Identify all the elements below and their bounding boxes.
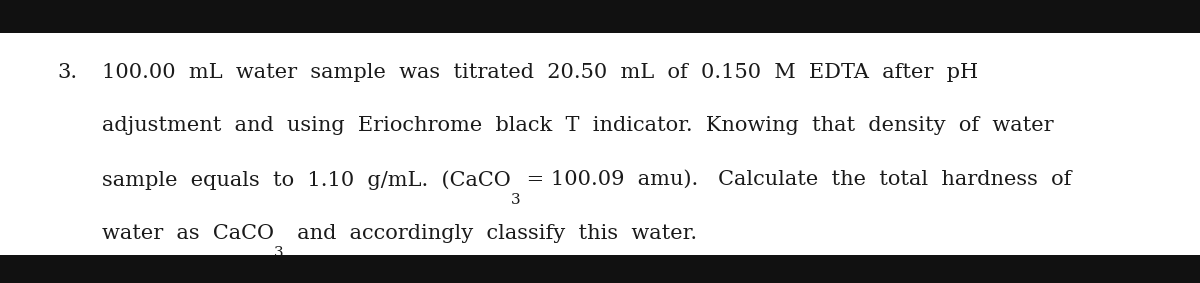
Text: 3: 3: [511, 192, 521, 207]
Text: water  as  CaCO: water as CaCO: [102, 224, 274, 243]
Text: and  accordingly  classify  this  water.: and accordingly classify this water.: [283, 224, 697, 243]
Text: sample  equals  to  1.10  g/mL.  (CaCO: sample equals to 1.10 g/mL. (CaCO: [102, 170, 511, 190]
Text: = 100.09  amu).   Calculate  the  total  hardness  of: = 100.09 amu). Calculate the total hardn…: [521, 170, 1072, 189]
Text: 3: 3: [274, 246, 283, 260]
Bar: [0, 0, 1200, 33]
Bar: [0, 255, 1200, 283]
Text: 100.00  mL  water  sample  was  titrated  20.50  mL  of  0.150  M  EDTA  after  : 100.00 mL water sample was titrated 20.5…: [102, 63, 978, 82]
Text: adjustment  and  using  Eriochrome  black  T  indicator.  Knowing  that  density: adjustment and using Eriochrome black T …: [102, 116, 1054, 136]
Text: 3.: 3.: [58, 63, 78, 82]
